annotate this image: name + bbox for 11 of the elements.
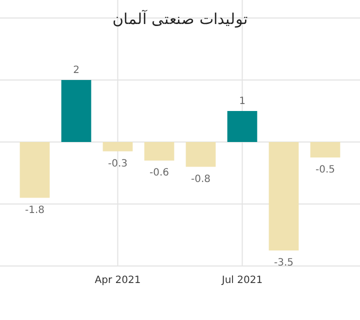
data-label: -0.6	[149, 168, 170, 179]
data-label: -1.8	[24, 204, 45, 216]
data-label: -0.8	[190, 174, 211, 185]
x-tick-label: Apr 2021	[94, 275, 141, 286]
x-tick-label: Jul 2021	[220, 275, 263, 286]
data-label: -3.5	[274, 258, 294, 268]
data-label: 1	[239, 96, 246, 107]
chart-title: تولیدات صنعتی آلمان	[112, 10, 248, 28]
data-label: -0.3	[108, 158, 128, 170]
data-label: 2	[73, 65, 80, 76]
data-label: -0.5	[315, 164, 336, 176]
